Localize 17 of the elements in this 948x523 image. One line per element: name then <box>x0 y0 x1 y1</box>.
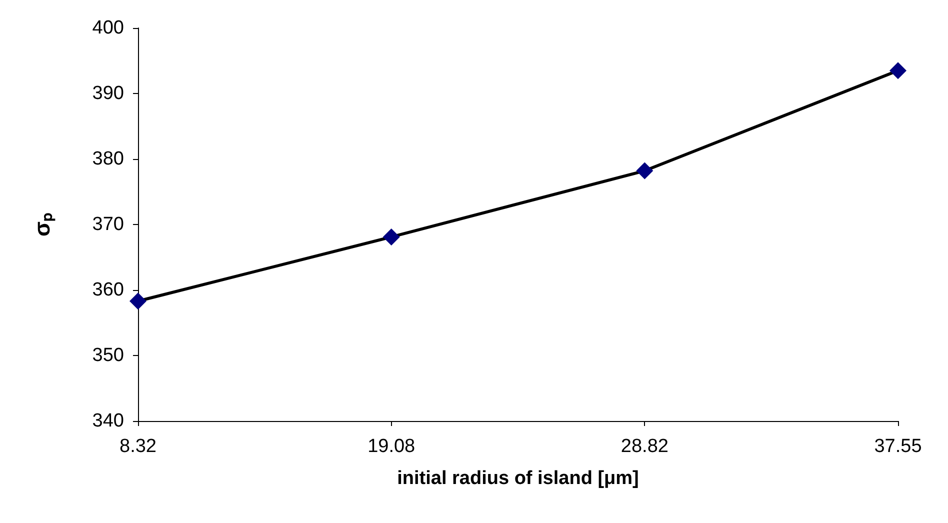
x-tick-label: 28.82 <box>620 436 668 457</box>
y-tick-label: 350 <box>92 345 124 366</box>
y-tick-label: 340 <box>92 410 124 432</box>
point <box>636 162 654 180</box>
x-tick-label: 19.08 <box>368 436 416 457</box>
point <box>130 292 146 310</box>
y-tick-label: 370 <box>92 214 124 235</box>
x-tick-label: 8.32 <box>120 436 156 457</box>
point <box>890 62 906 80</box>
y-tick-label: 390 <box>92 83 124 104</box>
point <box>382 228 400 246</box>
y-tick-label: 400 <box>92 18 124 38</box>
y-axis-title: σₚ <box>30 212 56 237</box>
x-tick-label: 37.55 <box>874 436 922 457</box>
y-tick-label: 360 <box>92 280 124 300</box>
y-tick-label: 380 <box>92 148 124 170</box>
x-axis-title: initial radius of island [μm] <box>397 468 639 489</box>
